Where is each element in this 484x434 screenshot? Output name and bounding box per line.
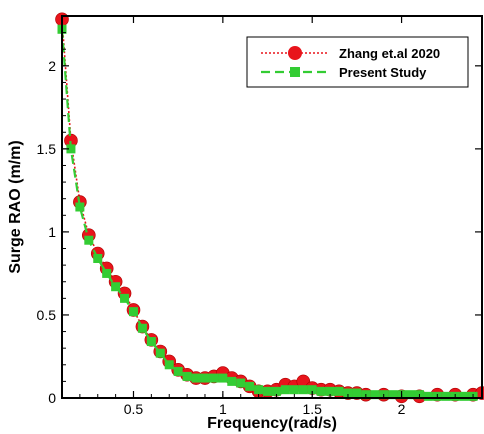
legend-marker-present-study	[290, 67, 300, 77]
y-tick-label: 1.5	[37, 141, 57, 157]
point-present-study	[406, 390, 416, 400]
point-present-study	[128, 307, 138, 317]
point-present-study	[182, 371, 192, 381]
point-present-study	[334, 386, 344, 396]
x-tick-label: 1	[219, 401, 227, 417]
point-present-study	[218, 373, 228, 383]
point-present-study	[93, 253, 103, 263]
point-present-study	[200, 373, 210, 383]
point-present-study	[111, 282, 121, 292]
point-present-study	[75, 202, 85, 212]
point-present-study	[236, 378, 246, 388]
point-present-study	[307, 385, 317, 395]
point-present-study	[280, 385, 290, 395]
point-present-study	[209, 373, 219, 383]
point-present-study	[227, 376, 237, 386]
plot-frame	[61, 15, 483, 399]
x-tick-label: 1.5	[302, 401, 322, 417]
legend-box	[246, 36, 469, 88]
legend-label-zhang: Zhang et.al 2020	[339, 46, 440, 61]
point-present-study	[66, 144, 76, 154]
x-axis-label: Frequency(rad/s)	[207, 415, 337, 432]
y-axis-label: Surge RAO (m/m)	[7, 140, 24, 273]
point-present-study	[388, 390, 398, 400]
ticks-layer: 0.5 1 1.5 2 0 0.5 1 1.5 2	[37, 16, 482, 417]
point-present-study	[137, 323, 147, 333]
point-present-study	[459, 391, 469, 401]
point-present-study	[298, 385, 308, 395]
point-present-study	[289, 385, 299, 395]
point-present-study	[164, 360, 174, 370]
y-tick-label: 1	[48, 224, 56, 240]
point-present-study	[120, 293, 130, 303]
point-present-study	[173, 366, 183, 376]
point-present-study	[370, 390, 380, 400]
x-tick-label: 0.5	[124, 401, 144, 417]
point-present-study	[84, 235, 94, 245]
x-tick-label: 2	[398, 401, 406, 417]
point-present-study	[191, 373, 201, 383]
point-present-study	[263, 386, 273, 396]
legend-label-present-study: Present Study	[339, 65, 427, 80]
point-present-study	[245, 381, 255, 391]
point-present-study	[102, 268, 112, 278]
point-present-study	[325, 386, 335, 396]
point-present-study	[343, 388, 353, 398]
legend-marker-zhang	[288, 46, 302, 60]
point-present-study	[271, 386, 281, 396]
point-present-study	[146, 337, 156, 347]
point-present-study	[316, 386, 326, 396]
point-present-study	[352, 388, 362, 398]
y-tick-label: 2	[48, 58, 56, 74]
legend: Zhang et.al 2020 Present Study	[246, 36, 469, 88]
point-present-study	[155, 348, 165, 358]
point-present-study	[423, 391, 433, 401]
point-present-study	[441, 391, 451, 401]
point-present-study	[254, 385, 264, 395]
y-tick-label: 0	[48, 390, 56, 406]
y-tick-label: 0.5	[37, 307, 57, 323]
